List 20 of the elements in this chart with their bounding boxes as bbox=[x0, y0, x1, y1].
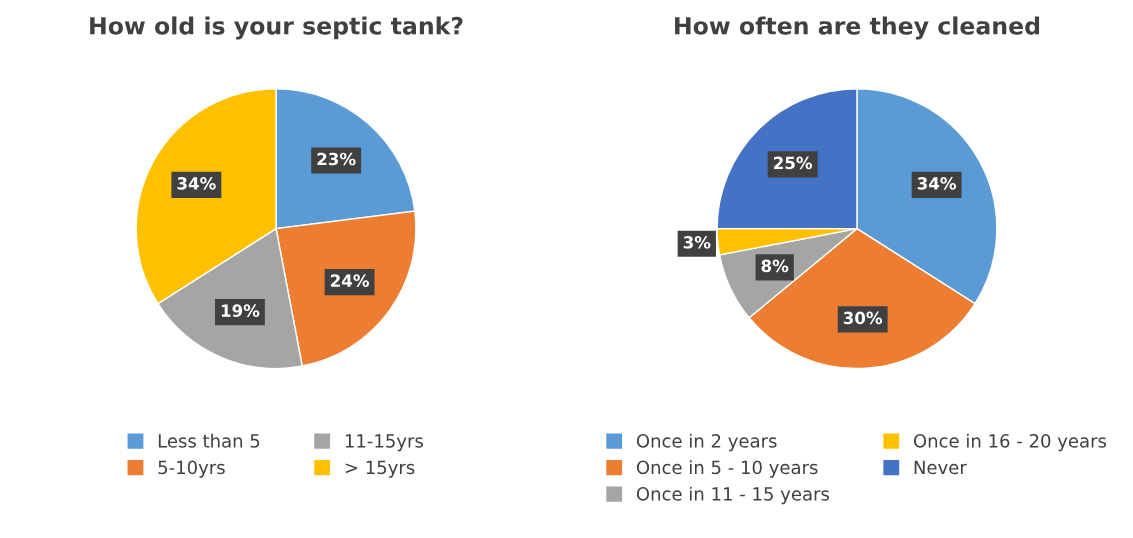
legend-label: Once in 11 - 15 years bbox=[636, 486, 829, 505]
data-label: 23% bbox=[317, 152, 356, 166]
legend-label: 11-15yrs bbox=[345, 434, 423, 452]
data-label: 25% bbox=[774, 156, 813, 170]
data-label: 8% bbox=[761, 259, 789, 273]
data-label: 24% bbox=[330, 274, 370, 287]
legend-label: Once in 2 years bbox=[636, 433, 777, 452]
legend-label: > 15yrs bbox=[345, 460, 415, 478]
data-label: 34% bbox=[917, 177, 957, 190]
chart-title: How old is your septic tank? bbox=[90, 16, 463, 40]
legend-label: Less than 5 bbox=[158, 433, 260, 448]
legend-label: 5-10yrs bbox=[158, 460, 225, 478]
legend-label: Never bbox=[914, 460, 967, 475]
data-label: 34% bbox=[177, 177, 216, 190]
data-label: 3% bbox=[683, 236, 711, 249]
legend-label: Once in 5 - 10 years bbox=[636, 460, 818, 478]
data-label: 30% bbox=[843, 311, 883, 325]
chart-title: How often are they cleaned bbox=[675, 16, 1040, 40]
legend-label: Once in 16 - 20 years bbox=[913, 433, 1107, 452]
data-label: 19% bbox=[221, 304, 260, 317]
